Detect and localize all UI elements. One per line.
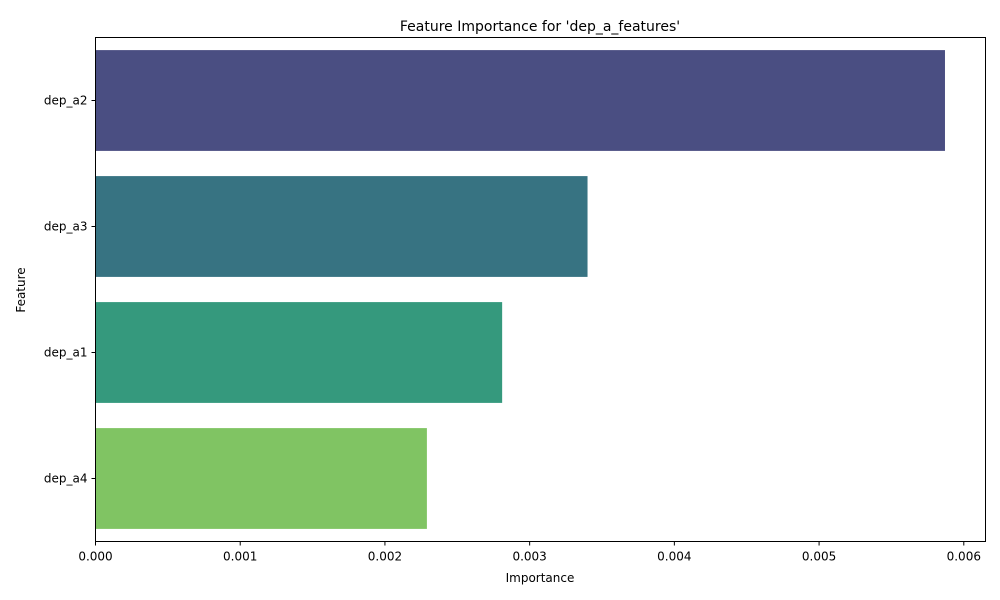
plot-frame [95, 37, 986, 542]
bars-group [95, 50, 945, 529]
y-axis-label: Feature [14, 267, 28, 312]
y-tick-label: dep_a1 [44, 346, 88, 360]
x-tick-label: 0.001 [223, 550, 257, 564]
y-tick-label: dep_a2 [44, 94, 88, 108]
bar-dep_a3 [95, 176, 588, 277]
x-tick-label: 0.003 [512, 550, 546, 564]
chart-title: Feature Importance for 'dep_a_features' [400, 19, 680, 35]
bar-dep_a2 [95, 50, 945, 151]
x-axis-ticks: 0.000 0.001 0.002 0.003 0.004 0.005 0.006 [78, 541, 981, 564]
x-tick-label: 0.006 [947, 550, 981, 564]
x-axis-label: Importance [506, 571, 575, 585]
bar-dep_a1 [95, 302, 503, 403]
y-axis-ticks: dep_a2 dep_a3 dep_a1 dep_a4 [44, 94, 96, 486]
x-tick-label: 0.002 [368, 550, 402, 564]
x-tick-label: 0.004 [657, 550, 691, 564]
bar-dep_a4 [95, 428, 427, 529]
y-tick-label: dep_a3 [44, 220, 88, 234]
x-tick-label: 0.005 [802, 550, 836, 564]
x-tick-label: 0.000 [78, 550, 112, 564]
y-tick-label: dep_a4 [44, 472, 88, 486]
